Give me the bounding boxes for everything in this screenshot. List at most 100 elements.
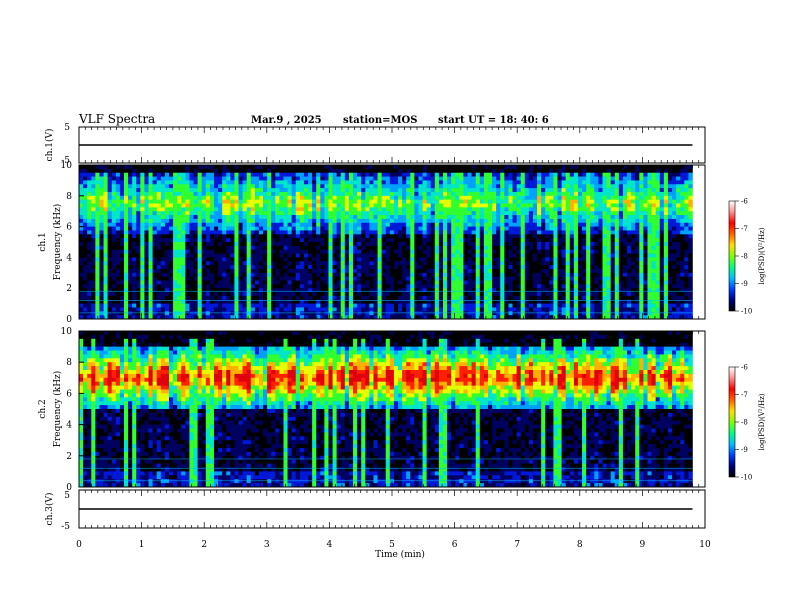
spec1-cell-64 (83, 257, 87, 261)
spec1-cell-1001 (181, 169, 185, 173)
spec1-cell-4883 (578, 177, 582, 181)
spec1-cell-1092 (189, 211, 193, 215)
spec1-cell-30 (79, 281, 83, 285)
spec1-cell-3289 (414, 200, 418, 204)
spec1-cell-603 (140, 177, 144, 181)
spec1-cell-467 (124, 269, 128, 273)
spec1-cell-2280 (312, 165, 316, 169)
spec1-cell-420 (120, 242, 124, 246)
spec1-cell-222 (99, 250, 103, 254)
spec1-cell-3391 (423, 284, 427, 288)
spec1-cell-3900 (476, 242, 480, 246)
spec1-cell-3655 (451, 223, 455, 227)
spec1-cell-636 (140, 304, 144, 308)
spec1-cell-4271 (513, 284, 517, 288)
spec1-cell-3548 (439, 273, 443, 277)
spec1-cell-4571 (545, 207, 549, 211)
spec1-cell-1422 (222, 250, 226, 254)
spec1-cell-1803 (263, 177, 267, 181)
spec1-cell-2226 (304, 265, 308, 269)
spec1-cell-92 (87, 211, 91, 215)
spec1-cell-2910 (373, 281, 377, 285)
spec1-cell-1497 (230, 230, 234, 234)
spec1-cell-3254 (410, 219, 414, 223)
spec1-cell-4016 (488, 227, 492, 231)
spec1-cell-3301 (414, 246, 418, 250)
spec1-cell-590 (136, 281, 140, 285)
spec1-cell-1945 (275, 261, 279, 265)
spec1-cell-3287 (414, 192, 418, 196)
spec1-cell-3828 (468, 273, 472, 277)
spec1-cell-384 (116, 257, 120, 261)
spec1-cell-89 (87, 200, 91, 204)
spec1-cell-937 (173, 230, 177, 234)
spec1-cell-907 (169, 269, 173, 273)
spec1-cell-2890 (373, 204, 377, 208)
spec1-cell-2611 (345, 207, 349, 211)
spec1-cell-4943 (582, 254, 586, 258)
spec1-cell-1255 (206, 223, 210, 227)
spec1-cell-3278 (410, 311, 414, 315)
spec1-cell-3587 (443, 269, 447, 273)
spec1-cell-630 (140, 281, 144, 285)
spec1-cell-778 (157, 234, 161, 238)
spec1-cell-1550 (234, 281, 238, 285)
spec1-cell-3060 (390, 242, 394, 246)
spec1-cell-2378 (320, 234, 324, 238)
spec1-cell-236 (99, 304, 103, 308)
spec1-cell-2313 (312, 292, 316, 296)
spec1-cell-4605 (549, 184, 553, 188)
spec1-cell-4615 (549, 223, 553, 227)
spec1-cell-3549 (439, 277, 443, 281)
spec1-cell-4220 (508, 242, 512, 246)
spec1-cell-2716 (353, 304, 357, 308)
spec1-cell-3150 (398, 281, 402, 285)
spec1-cell-2222 (304, 250, 308, 254)
spec1-cell-4250 (513, 204, 517, 208)
spec1-cell-2336 (316, 227, 320, 231)
spec1-cell-4779 (566, 238, 570, 242)
spec1-cell-4952 (582, 288, 586, 292)
spec1-cell-3108 (394, 273, 398, 277)
spec1-cell-3324 (418, 180, 422, 184)
spec1-cell-1542 (234, 250, 238, 254)
spec1-cell-811 (161, 207, 165, 211)
spec1-cell-969 (177, 200, 181, 204)
spec1-cell-4174 (504, 219, 508, 223)
spec1-cell-4696 (558, 227, 562, 231)
spec1-cell-1262 (206, 250, 210, 254)
spec1-cell-2398 (320, 311, 324, 315)
spec1-cell-2105 (292, 261, 296, 265)
spec1-cell-3680 (455, 165, 459, 169)
spec1-cell-4850 (574, 204, 578, 208)
spec1-cell-3620 (447, 242, 451, 246)
spec1-cell-2511 (333, 284, 337, 288)
spec1-cell-2758 (357, 311, 361, 315)
spec1-cell-1472 (226, 288, 230, 292)
spec1-cell-213 (99, 215, 103, 219)
spec1-cell-3379 (423, 238, 427, 242)
spec1-cell-704 (149, 257, 153, 261)
spec1-cell-2308 (312, 273, 316, 277)
spec1-cell-1769 (259, 200, 263, 204)
spec1-cell-834 (161, 296, 165, 300)
spec1-cell-1077 (185, 307, 189, 311)
spec1-cell-1281 (210, 169, 214, 173)
spec1-cell-4049 (492, 200, 496, 204)
spec1-cell-1466 (226, 265, 230, 269)
spec1-cell-2776 (361, 227, 365, 231)
spec1-cell-618 (140, 234, 144, 238)
spec1-cell-2924 (378, 180, 382, 184)
spec1-cell-1815 (263, 223, 267, 227)
spec1-cell-4203 (508, 177, 512, 181)
spec1-cell-4714 (558, 296, 562, 300)
spec1-cell-4021 (488, 246, 492, 250)
spec1-cell-2188 (300, 273, 304, 277)
spec1-cell-4507 (537, 269, 541, 273)
spec1-cell-3489 (435, 200, 439, 204)
spec1-cell-3820 (468, 242, 472, 246)
spec1-cell-536 (132, 227, 136, 231)
spec1-cell-610 (140, 204, 144, 208)
spec1-cell-4004 (488, 180, 492, 184)
spec1-cell-4602 (549, 173, 553, 177)
